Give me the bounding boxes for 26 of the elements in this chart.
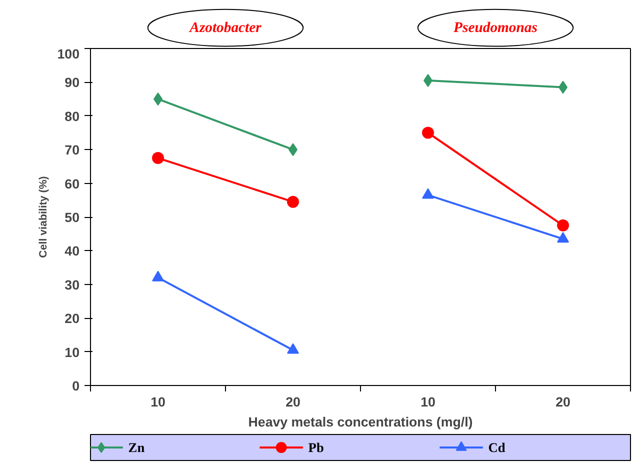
point [287, 196, 299, 208]
y-tick-label: 10 [64, 344, 80, 360]
point [152, 152, 164, 164]
y-tick-label: 60 [64, 176, 80, 192]
y-tick-label: 40 [64, 244, 80, 259]
y-tick-label: 50 [64, 210, 80, 225]
legend-label: Cd [488, 440, 506, 455]
y-tick-label: 90 [64, 75, 80, 90]
x-tick-label: 20 [556, 394, 570, 410]
x-tick-label: 20 [286, 394, 300, 410]
y-tick-label: 20 [64, 311, 80, 326]
point [422, 126, 434, 139]
x-tick-label: 10 [420, 394, 436, 410]
legend-label: Pb [308, 440, 324, 455]
y-tick-label: 80 [64, 108, 80, 124]
text: Pseudomonas [454, 20, 538, 36]
y-tick-label: 30 [64, 277, 80, 292]
legend-label: Zn [128, 440, 146, 455]
y-tick-label: 70 [64, 142, 80, 158]
x-axis-title: Heavy metals concentrations (mg/l) [248, 414, 473, 430]
y-tick-label: 0 [72, 378, 80, 394]
text: Azotobacter [188, 20, 262, 36]
point [557, 219, 569, 232]
y-tick-label: 100 [57, 46, 80, 62]
y-axis-title: Cell viability (%) [37, 176, 50, 258]
x-tick-label: 10 [150, 394, 166, 410]
